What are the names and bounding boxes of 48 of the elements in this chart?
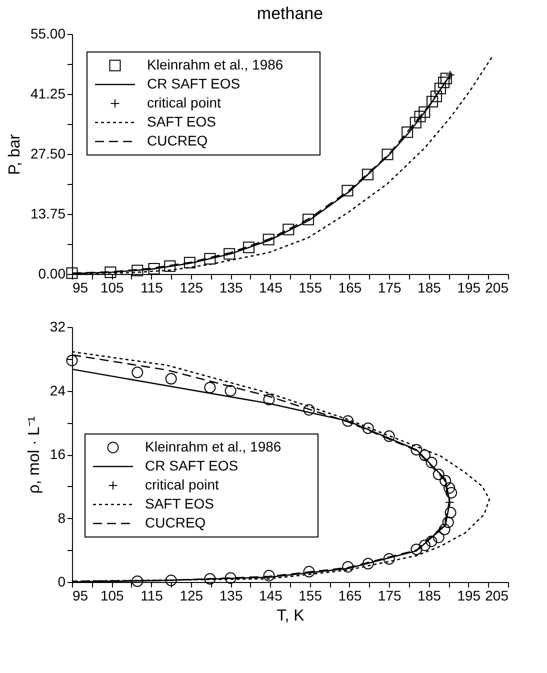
- x-tick-label: 125: [180, 280, 204, 296]
- x-tick-label: 155: [298, 588, 322, 604]
- x-tick-label: 115: [140, 280, 164, 296]
- y-tick-label: 0.00: [38, 266, 66, 282]
- x-tick-label: 115: [140, 588, 164, 604]
- x-tick-label: 175: [378, 280, 402, 296]
- x-tick-label: 185: [418, 588, 442, 604]
- x-tick-label: 205: [485, 280, 509, 296]
- legend-label: CR SAFT EOS: [147, 76, 240, 92]
- x-tick-label: 135: [219, 588, 243, 604]
- x-tick-label: 165: [338, 280, 362, 296]
- y-tick-label: 8: [58, 510, 66, 526]
- x-tick-label: 195: [457, 280, 481, 296]
- legend-label: Kleinrahm et al., 1986: [147, 56, 284, 72]
- x-tick-label: 185: [418, 280, 442, 296]
- y-axis-title: P, bar: [6, 134, 24, 175]
- x-tick-label: 145: [259, 280, 283, 296]
- x-tick-label: 145: [259, 588, 283, 604]
- y-tick-label: 16: [50, 446, 66, 462]
- y-tick-label: 32: [50, 318, 66, 334]
- legend-label: SAFT EOS: [145, 496, 214, 512]
- x-tick-label: 105: [100, 280, 124, 296]
- y-tick-label: 24: [50, 382, 66, 398]
- y-tick-label: 55.00: [30, 26, 66, 42]
- legend-label: critical point: [145, 476, 220, 492]
- x-tick-label: 95: [72, 280, 88, 296]
- y-tick-label: 13.75: [30, 206, 66, 222]
- legend-label: CUCREQ: [147, 132, 208, 148]
- y-tick-label: 41.25: [30, 86, 66, 102]
- y-tick-label: 27.50: [30, 146, 66, 162]
- x-tick-label: 165: [338, 588, 362, 604]
- x-tick-label: 155: [298, 280, 322, 296]
- x-tick-label: 175: [378, 588, 402, 604]
- legend-label: SAFT EOS: [147, 114, 216, 130]
- x-tick-label: 195: [457, 588, 481, 604]
- y-axis-title: ρ, mol · L⁻¹: [26, 416, 43, 494]
- legend-label: Kleinrahm et al., 1986: [145, 438, 282, 454]
- x-tick-label: 95: [72, 588, 88, 604]
- x-tick-label: 105: [100, 588, 124, 604]
- x-axis-title: T, K: [276, 608, 305, 624]
- legend-label: CR SAFT EOS: [145, 458, 238, 474]
- chart-title: methane: [256, 4, 324, 23]
- legend-label: CUCREQ: [145, 514, 206, 530]
- x-tick-label: 205: [485, 588, 509, 604]
- x-tick-label: 125: [180, 588, 204, 604]
- y-tick-label: 0: [58, 574, 66, 590]
- legend-label: critical point: [147, 94, 222, 110]
- x-tick-label: 135: [219, 280, 243, 296]
